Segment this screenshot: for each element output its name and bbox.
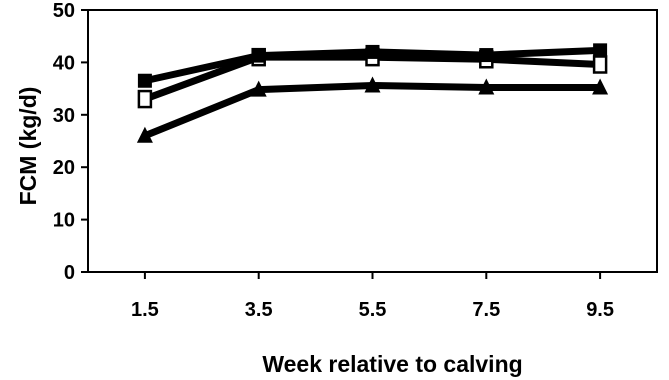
data-point-filled-triangle — [136, 126, 153, 143]
x-axis-title: Week relative to calving — [262, 351, 522, 377]
y-tick-label: 40 — [53, 52, 75, 74]
data-point-filled-triangle — [478, 78, 495, 95]
data-point-filled-square — [137, 73, 152, 88]
data-point-filled-square — [593, 43, 608, 58]
data-point-filled-square — [365, 44, 380, 59]
y-tick-label: 20 — [53, 157, 75, 179]
x-tick-label: 7.5 — [472, 299, 500, 321]
y-tick-label: 10 — [53, 210, 75, 232]
x-tick-label: 1.5 — [131, 299, 159, 321]
x-tick-label: 5.5 — [359, 299, 387, 321]
data-point-open-square — [592, 55, 608, 74]
data-point-filled-square — [251, 48, 266, 63]
series-line-filled-triangle — [143, 81, 601, 140]
y-axis-title: FCM (kg/d) — [15, 87, 41, 206]
x-axis-ticks: 1.5 3.5 5.5 7.5 9.5 — [131, 272, 614, 321]
y-tick-label: 50 — [53, 0, 75, 22]
series-layer — [136, 43, 609, 143]
y-axis-ticks: 0 10 20 30 40 50 — [53, 0, 88, 284]
data-point-filled-triangle — [364, 76, 381, 93]
y-tick-label: 0 — [64, 262, 75, 284]
data-point-filled-square — [479, 48, 494, 63]
y-tick-label: 30 — [53, 105, 75, 127]
plot-area-frame — [87, 9, 658, 273]
x-tick-label: 9.5 — [586, 299, 614, 321]
data-point-filled-triangle — [250, 80, 267, 97]
x-tick-label: 3.5 — [245, 299, 273, 321]
data-point-filled-triangle — [592, 78, 609, 95]
data-point-open-square — [137, 89, 153, 109]
